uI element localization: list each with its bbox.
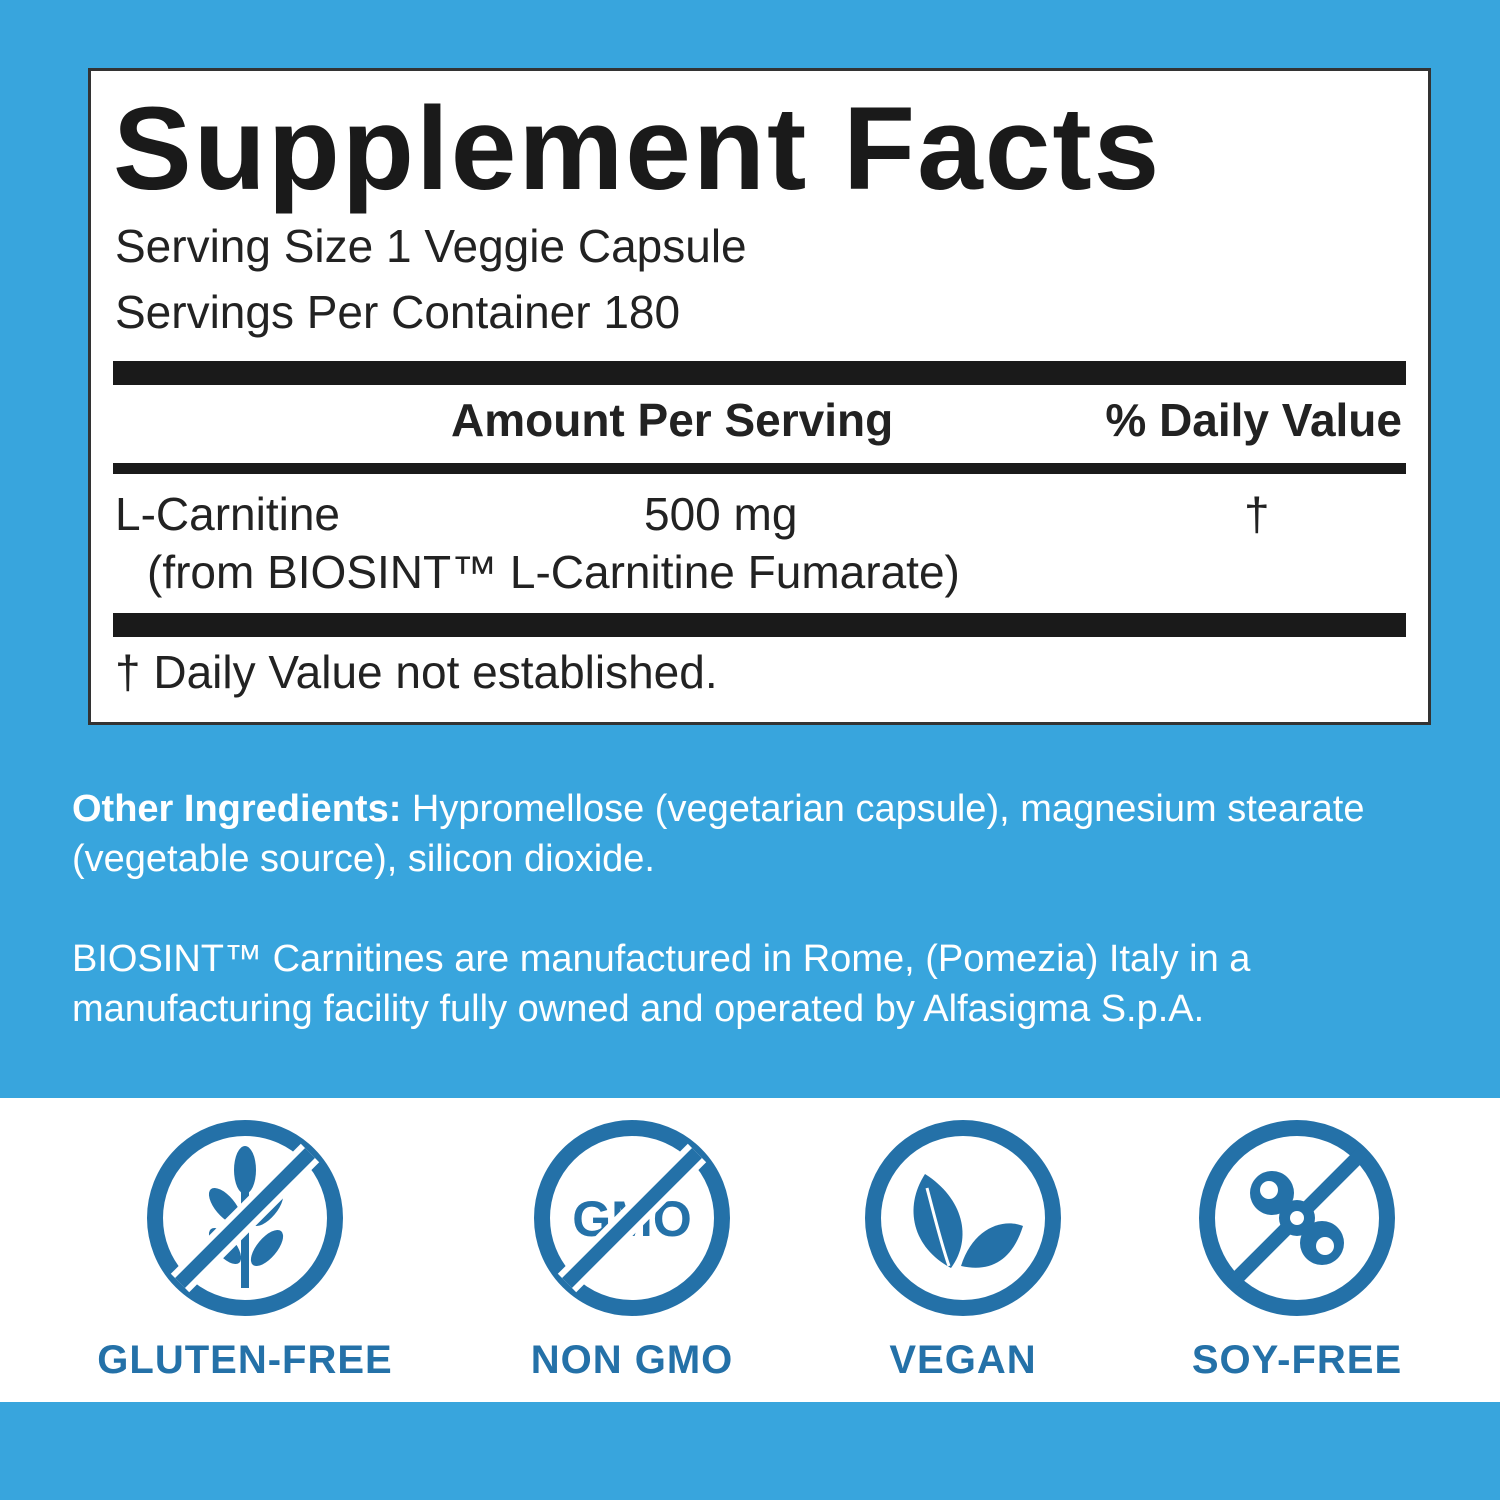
leaves-icon <box>865 1120 1061 1316</box>
header-daily-value: % Daily Value <box>1105 394 1402 446</box>
facts-title: Supplement Facts <box>113 83 1162 215</box>
servings-per-container: Servings Per Container 180 <box>115 286 681 338</box>
serving-size: Serving Size 1 Veggie Capsule <box>115 220 747 272</box>
supplement-facts-panel: Supplement Facts Serving Size 1 Veggie C… <box>88 68 1431 725</box>
badge-label: NON GMO <box>530 1338 734 1382</box>
header-amount: Amount Per Serving <box>451 394 894 446</box>
divider-thick <box>113 613 1406 637</box>
other-ingredients-line2: (vegetable source), silicon dioxide. <box>72 838 655 880</box>
soybean-crossed-icon <box>1199 1120 1395 1316</box>
biosint-line2: manufacturing facility fully owned and o… <box>72 988 1205 1030</box>
badge-label: GLUTEN-FREE <box>97 1338 393 1382</box>
divider-medium <box>113 463 1406 474</box>
divider-thick <box>113 361 1406 385</box>
badge-soy-free: SOY-FREE <box>1147 1118 1447 1383</box>
gmo-crossed-icon: GMO <box>534 1120 730 1316</box>
footnote: † Daily Value not established. <box>115 646 718 698</box>
other-ingredients: Other Ingredients: Hypromellose (vegetar… <box>72 788 1365 830</box>
badges-band: GLUTEN-FREE GMO NON GMO VEGAN SOY-FREE <box>0 1098 1500 1402</box>
badge-non-gmo: GMO NON GMO <box>482 1118 782 1383</box>
badge-label: SOY-FREE <box>1191 1338 1403 1382</box>
ingredient-name: L-Carnitine <box>115 488 340 540</box>
wheat-crossed-icon <box>147 1120 343 1316</box>
badge-gluten-free: GLUTEN-FREE <box>95 1118 395 1383</box>
badge-vegan: VEGAN <box>813 1118 1113 1383</box>
biosint-line1: BIOSINT™ Carnitines are manufactured in … <box>72 938 1251 980</box>
other-ingredients-label: Other Ingredients: <box>72 788 402 830</box>
ingredient-source: (from BIOSINT™ L-Carnitine Fumarate) <box>147 546 960 598</box>
badge-label: VEGAN <box>889 1338 1037 1382</box>
ingredient-amount: 500 mg <box>644 488 798 540</box>
ingredient-dv: † <box>1244 488 1270 540</box>
